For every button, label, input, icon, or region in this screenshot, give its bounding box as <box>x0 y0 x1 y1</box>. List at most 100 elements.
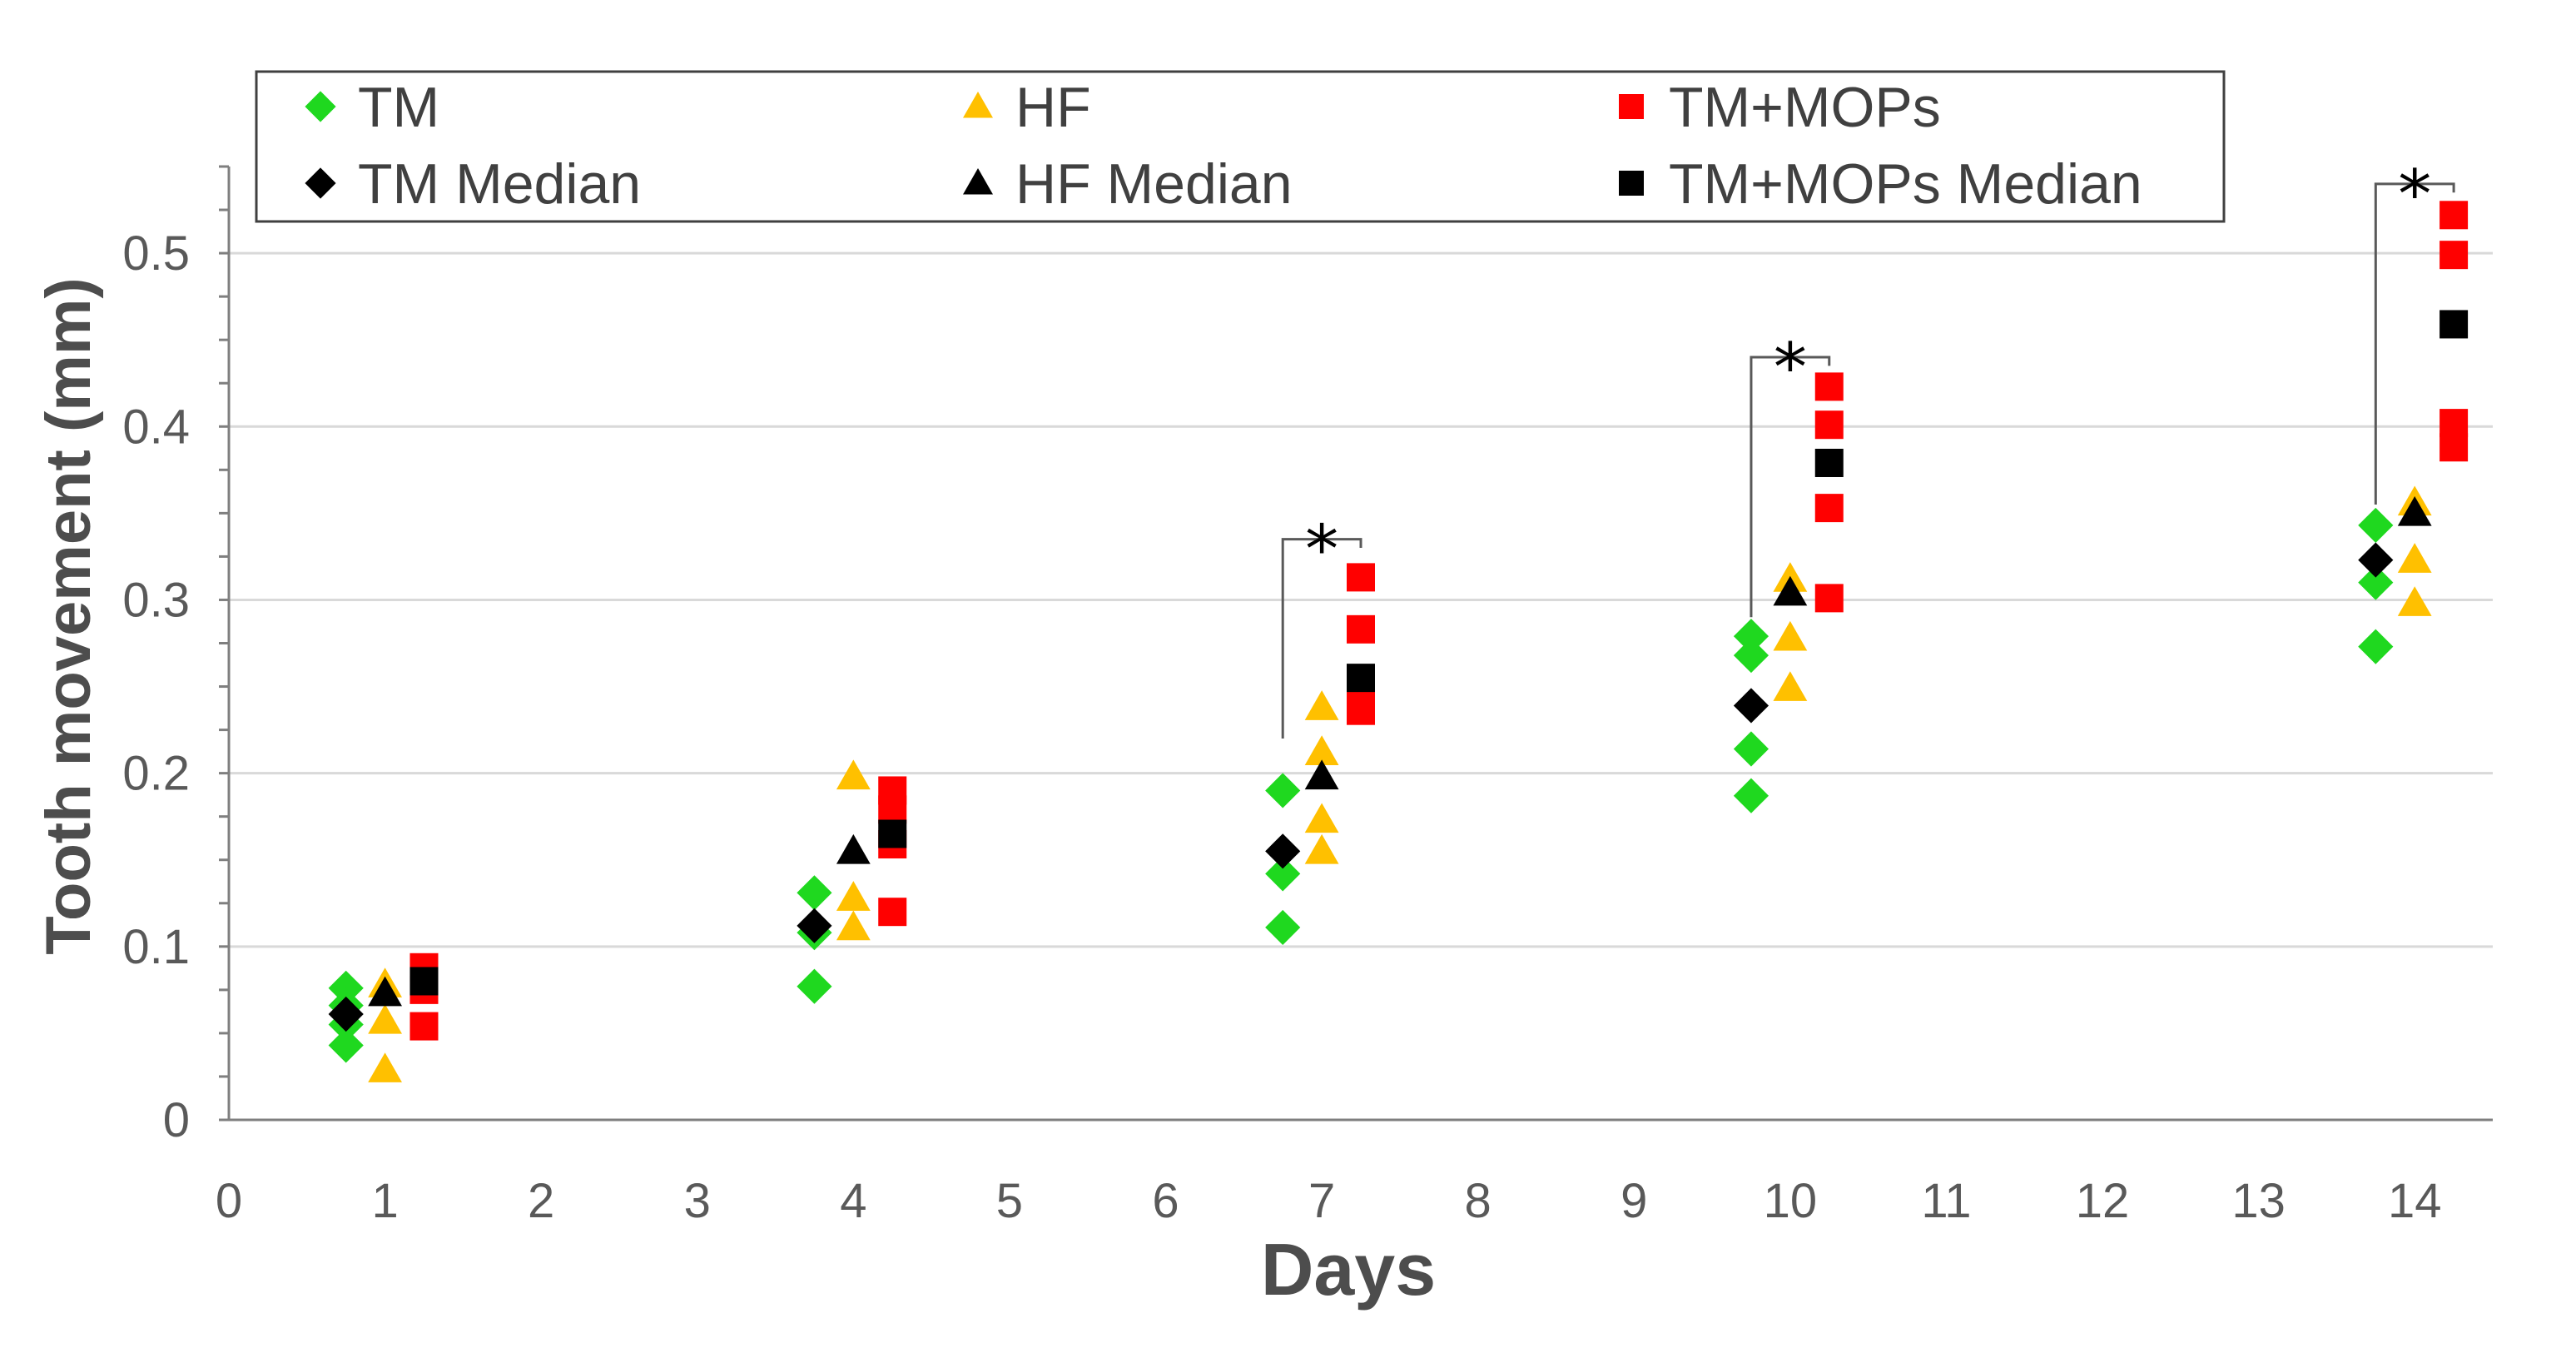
data-point <box>1304 690 1339 720</box>
data-point <box>1265 856 1301 892</box>
data-point <box>836 910 871 941</box>
data-point <box>368 1003 402 1034</box>
legend-label: TM+MOPs <box>1669 76 1941 139</box>
data-point <box>1347 614 1375 644</box>
data-point <box>1814 448 1844 477</box>
data-point <box>1733 778 1769 813</box>
data-point <box>2358 542 2394 578</box>
data-point <box>1265 833 1301 869</box>
data-point <box>2440 241 2469 270</box>
gridlines <box>229 251 2493 948</box>
legend-entry: TM+MOPs Median <box>1619 152 2142 216</box>
data-point <box>1733 619 1769 654</box>
data-point <box>1347 664 1375 693</box>
y-tick-label: 0.4 <box>122 400 190 454</box>
data-point <box>2440 409 2469 438</box>
data-point <box>1773 575 1808 606</box>
legend-marker <box>963 92 993 118</box>
series-tm-mops <box>409 201 2469 1041</box>
legend-entry: TM+MOPs <box>1619 76 1941 139</box>
y-tick-label: 0 <box>163 1093 190 1147</box>
legend-entry: HF <box>963 76 1091 139</box>
legend-marker <box>1619 171 1644 196</box>
legend: TM HF TM+MOPs TM Median HF Median TM+MOPs Med… <box>255 70 2226 223</box>
data-point <box>1265 773 1301 808</box>
data-point <box>1814 372 1844 401</box>
significance-star: * <box>2398 156 2431 233</box>
y-axis-title: Tooth movement (mm) <box>33 277 104 954</box>
data-point <box>1733 731 1769 767</box>
x-tick-label: 1 <box>371 1174 398 1228</box>
data-point <box>1304 803 1339 833</box>
data-point <box>836 759 871 790</box>
legend-marker <box>305 167 336 199</box>
significance-annotations: * * * <box>1281 156 2455 739</box>
legend-label: HF <box>1015 76 1091 139</box>
significance-bracket <box>2374 182 2455 505</box>
data-point <box>1733 637 1769 674</box>
legend-entry: TM Median <box>305 152 641 216</box>
legend-label: HF Median <box>1015 152 1293 216</box>
data-point <box>878 898 907 927</box>
x-tick-label: 0 <box>216 1174 242 1228</box>
x-tick-label: 6 <box>1152 1174 1179 1228</box>
legend-label: TM <box>358 76 439 139</box>
data-point <box>1773 671 1808 701</box>
data-point <box>368 1052 402 1082</box>
legend-entry: TM <box>305 76 439 139</box>
y-tick-label: 0.5 <box>122 226 190 281</box>
data-point <box>1814 584 1844 613</box>
data-point <box>409 967 439 996</box>
data-point <box>836 833 871 864</box>
data-point <box>328 996 364 1032</box>
legend-marker <box>963 168 993 195</box>
significance-bracket <box>1281 538 1362 739</box>
data-point <box>2440 201 2469 230</box>
y-tick-label: 0.3 <box>122 573 190 627</box>
axes: 00.10.20.30.40.50 1 2 3 4 5 6 7 8 9 10 11 12 13 14 <box>122 165 2493 1228</box>
x-tick-label: 2 <box>528 1174 554 1228</box>
series-hf <box>368 485 2432 1082</box>
data-point <box>797 875 832 911</box>
series-hf-median <box>368 495 2432 1007</box>
data-point <box>368 976 402 1007</box>
legend-entry: HF Median <box>963 152 1293 216</box>
data-point <box>1347 696 1375 725</box>
x-tick-label: 10 <box>1764 1174 1818 1228</box>
data-point <box>1733 688 1769 724</box>
legend-box <box>255 70 2226 223</box>
series-tm-median <box>328 542 2394 1032</box>
y-tick-label: 0.2 <box>122 747 190 801</box>
data-point <box>2397 543 2432 573</box>
data-point <box>1773 620 1808 651</box>
x-tick-label: 13 <box>2231 1174 2286 1228</box>
data-point <box>2397 495 2432 526</box>
data-point <box>1814 410 1844 440</box>
legend-label: TM Median <box>358 152 641 216</box>
significance-star: * <box>1305 511 1338 589</box>
x-tick-label: 5 <box>996 1174 1023 1228</box>
data-point <box>878 819 907 848</box>
legend-marker <box>305 91 336 122</box>
x-tick-label: 9 <box>1621 1174 1647 1228</box>
data-point <box>2440 433 2469 462</box>
series-tm-mops-median <box>409 310 2469 996</box>
data-point <box>2358 565 2394 600</box>
data-point <box>1265 909 1301 945</box>
data-point <box>2358 629 2394 664</box>
y-tick-label: 0.1 <box>122 920 190 974</box>
data-point <box>1304 759 1339 790</box>
x-tick-label: 11 <box>1921 1174 1971 1228</box>
significance-bracket <box>1750 356 1831 618</box>
data-point <box>1814 494 1844 523</box>
legend-marker <box>1619 94 1644 119</box>
data-point <box>2358 507 2394 544</box>
data-point <box>797 968 832 1004</box>
x-tick-label: 4 <box>840 1174 866 1228</box>
x-tick-label: 8 <box>1465 1174 1491 1228</box>
legend-label: TM+MOPs Median <box>1669 152 2142 216</box>
data-points <box>328 201 2469 1082</box>
data-point <box>1347 563 1375 592</box>
data-point <box>1304 735 1339 765</box>
